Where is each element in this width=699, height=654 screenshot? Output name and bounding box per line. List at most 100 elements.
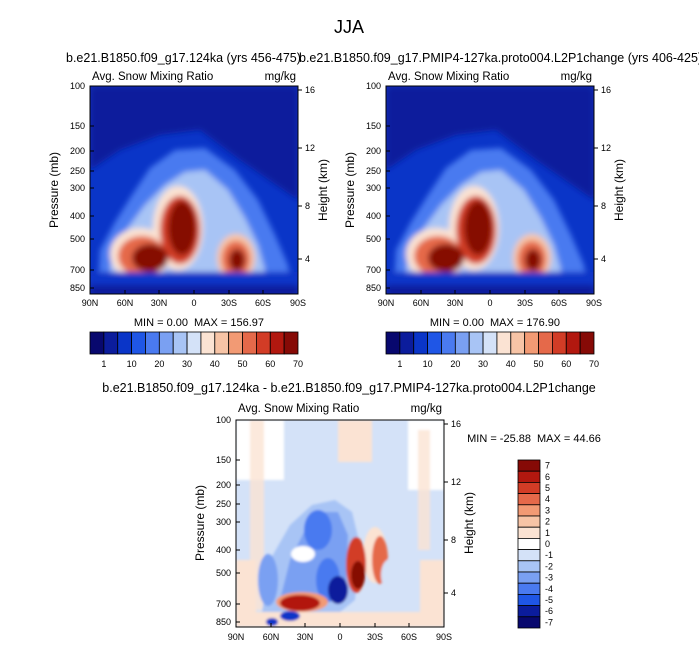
colorbar-b-swatch [385,331,401,355]
panel-c-ytick-100: 100 [216,415,231,425]
colorbar-b-swatch [413,331,429,355]
panel-a: b.e21.B1850.f09_g17.124ka (yrs 456-475) … [47,51,330,329]
panel-c-field [236,420,444,627]
panel-a-rtick-12: 12 [305,143,315,153]
panel-b-ytick-150: 150 [366,121,381,131]
colorbar-b-label: 10 [423,359,433,369]
panel-b-subtitle-left: Avg. Snow Mixing Ratio [388,71,509,83]
panel-b-xtick-60s: 60S [551,298,567,308]
colorbar-diff-label: 2 [545,517,550,527]
colorbar-b-swatch [496,331,512,355]
panel-c-xtick-30s: 30S [367,632,383,642]
panel-c-xtick-90n: 90N [228,632,245,642]
panel-c-tick-marks [236,423,448,627]
panel-a-rtick-4: 4 [305,254,310,264]
colorbar-b-swatch [510,331,526,355]
panel-c-rtick-8: 8 [451,535,456,545]
panel-c-rtick-4: 4 [451,588,456,598]
colorbar-a-label: 50 [238,359,248,369]
panel-a-ytick-300: 300 [70,183,85,193]
colorbar-diff-label: -5 [545,595,553,605]
panel-a-xtick-60n: 60N [117,298,134,308]
panel-c-ylabel-right: Height (km) [462,492,476,554]
panel-c: b.e21.B1850.f09_g17.124ka - b.e21.B1850.… [102,381,601,642]
colorbar-a-swatch [186,331,202,355]
colorbar-diff-swatch [517,481,541,494]
panel-a-ylabel-right: Height (km) [316,159,330,221]
panel-a-rtick-16: 16 [305,85,315,95]
panel-b-xtick-90n: 90N [378,298,395,308]
colorbar-a-swatch [89,331,105,355]
colorbar-b-label: 60 [561,359,571,369]
colorbar-diff-label: 0 [545,539,550,549]
colorbar-b-label: 30 [478,359,488,369]
panel-b-field [386,86,594,294]
colorbar-b-swatch [524,331,539,355]
panel-b-min: MIN = 0.00 [430,317,484,329]
colorbar-diff-swatch [517,560,541,573]
colorbar-diff-label: 3 [545,505,550,515]
colorbar-diff-swatch [517,594,541,607]
panel-b-ylabel: Pressure (mb) [343,152,357,228]
colorbar-a-swatch [283,331,299,355]
colorbar-diff-label: 6 [545,472,550,482]
panel-b-subtitle-right: mg/kg [561,71,592,83]
colorbar-diff-label: 7 [545,461,550,471]
colorbar-a-label: 40 [210,359,220,369]
panel-a-xtick-30s: 30S [221,298,237,308]
panel-a-ytick-200: 200 [70,146,85,156]
panel-a-y-ticks-right: 16 12 8 4 [305,85,315,264]
colorbar-a-swatch [103,331,119,355]
panel-c-y-ticks: 100 150 200 250 300 400 500 700 850 [216,415,231,627]
colorbar-diff-label: -1 [545,550,553,560]
panel-b-y-ticks: 100 150 200 250 300 400 500 700 850 [366,81,381,293]
panel-c-xtick-60n: 60N [263,632,280,642]
panel-c-ytick-400: 400 [216,545,231,555]
colorbar-a-swatch [172,331,188,355]
panel-b-ytick-500: 500 [366,234,381,244]
panel-a-ytick-250: 250 [70,166,85,176]
panel-c-x-ticks: 90N 60N 30N 0 30S 60S 90S [228,632,452,642]
panel-a-ylabel: Pressure (mb) [47,152,61,228]
panel-c-ytick-250: 250 [216,499,231,509]
panel-a-subtitle-right: mg/kg [265,71,296,83]
panel-b-xtick-30n: 30N [447,298,464,308]
colorbar-diff-swatch [517,515,541,528]
colorbar-b-swatch [454,331,470,355]
panel-c-xtick-60s: 60S [401,632,417,642]
colorbar-a-label: 60 [265,359,275,369]
panel-b-rtick-8: 8 [601,201,606,211]
panel-c-ytick-700: 700 [216,599,231,609]
panel-b-xtick-0: 0 [487,298,492,308]
colorbar-b-swatch [468,331,484,355]
panel-a-field [90,86,298,294]
panel-a-ytick-850: 850 [70,283,85,293]
colorbar-diff-swatch [517,538,541,551]
panel-b-ytick-850: 850 [366,283,381,293]
panel-a-ytick-400: 400 [70,211,85,221]
colorbar-diff-swatch [517,605,541,618]
colorbar-b-swatch [441,331,456,355]
panel-b-ytick-200: 200 [366,146,381,156]
panel-a-subtitle-left: Avg. Snow Mixing Ratio [92,71,213,83]
colorbar-a-swatch [158,331,174,355]
panel-a-min: MIN = 0.00 [134,317,188,329]
panel-b: b.e21.B1850.f09_g17.PMIP4-127ka.proto004… [299,51,699,329]
panel-a-title: b.e21.B1850.f09_g17.124ka (yrs 456-475) [66,51,301,65]
colorbar-a-swatch [117,331,132,355]
panel-c-max: MAX = 44.66 [537,433,601,445]
colorbar-b: 1 10 20 30 40 50 60 70 [385,331,599,369]
panel-c-ytick-500: 500 [216,568,231,578]
colorbar-a-label: 10 [127,359,137,369]
colorbar-b-swatch [565,331,581,355]
colorbar-a-swatch [228,331,243,355]
panel-a-ytick-700: 700 [70,265,85,275]
panel-c-title: b.e21.B1850.f09_g17.124ka - b.e21.B1850.… [102,381,595,395]
panel-a-tick-marks [90,89,302,294]
panel-a-xtick-90s: 90S [290,298,306,308]
colorbar-b-label: 20 [450,359,460,369]
colorbar-a-swatch [214,331,230,355]
colorbar-a: 1 10 20 30 40 50 60 70 [89,331,303,369]
